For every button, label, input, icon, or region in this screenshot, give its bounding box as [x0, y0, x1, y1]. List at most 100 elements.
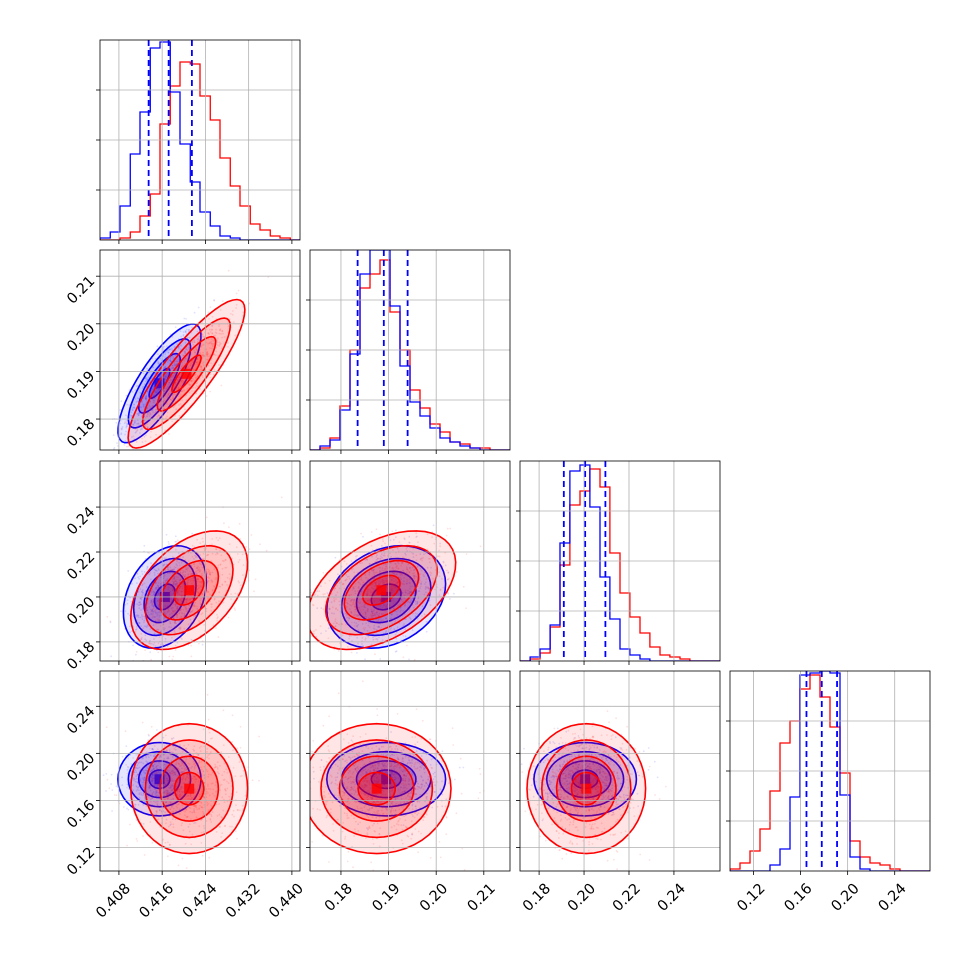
scatter-point [367, 624, 370, 627]
scatter-point [187, 623, 190, 626]
scatter-point [385, 617, 387, 620]
scatter-point [167, 791, 170, 794]
scatter-point [176, 614, 179, 617]
scatter-point [350, 634, 353, 637]
scatter-point [399, 574, 402, 577]
scatter-point [146, 423, 148, 426]
scatter-point [176, 606, 179, 609]
scatter-point [168, 394, 170, 397]
scatter-point [148, 613, 151, 616]
scatter-point [151, 609, 154, 612]
scatter-point [328, 579, 331, 582]
scatter-point [357, 581, 360, 584]
scatter-point [155, 582, 157, 585]
scatter-point [416, 601, 419, 603]
scatter-point [345, 563, 348, 565]
scatter-point [149, 770, 152, 773]
scatter-point [197, 565, 200, 568]
scatter-point [167, 588, 170, 591]
scatter-point [350, 568, 353, 571]
scatter-point [157, 360, 160, 363]
scatter-point [172, 358, 174, 360]
scatter-point [181, 399, 184, 402]
scatter-point [136, 788, 139, 791]
scatter-point [383, 580, 386, 582]
scatter-point [420, 581, 423, 583]
scatter-point [159, 625, 162, 627]
scatter-point [404, 635, 407, 638]
scatter-point [142, 785, 144, 787]
scatter-point [173, 629, 176, 632]
scatter-point [408, 591, 411, 594]
scatter-point [193, 363, 196, 366]
scatter-point [136, 767, 138, 770]
scatter-point [170, 616, 172, 619]
scatter-point [104, 498, 106, 500]
scatter-point [439, 589, 442, 592]
scatter-point [415, 592, 418, 595]
scatter-point [134, 469, 136, 471]
scatter-point [179, 390, 182, 393]
scatter-point [168, 626, 171, 628]
scatter-point [409, 566, 411, 569]
scatter-point [166, 777, 168, 780]
scatter-point [399, 572, 402, 575]
scatter-point [162, 564, 165, 567]
scatter-point [216, 617, 219, 620]
scatter-point [211, 590, 214, 592]
scatter-point [153, 763, 156, 766]
scatter-point [186, 776, 188, 778]
scatter-point [431, 536, 433, 539]
scatter-point [183, 601, 186, 604]
scatter-point [85, 459, 87, 461]
scatter-point [199, 584, 202, 587]
scatter-point [465, 553, 468, 555]
scatter-point [428, 577, 430, 580]
scatter-point [386, 580, 389, 582]
scatter-point [408, 581, 411, 584]
scatter-point [360, 578, 363, 581]
scatter-point [439, 542, 442, 545]
scatter-point [214, 578, 217, 580]
scatter-point [181, 390, 184, 393]
scatter-point [151, 398, 154, 401]
scatter-point [220, 384, 223, 387]
scatter-point [174, 345, 177, 348]
y-tick-label-1: 0.20 [64, 594, 98, 628]
scatter-point [155, 791, 158, 793]
scatter-point [123, 458, 125, 460]
scatter-point [150, 600, 153, 602]
scatter-point [156, 791, 159, 794]
scatter-point [390, 613, 393, 616]
scatter-point [133, 406, 135, 408]
scatter-point [380, 599, 382, 601]
scatter-point [171, 789, 174, 792]
y-tick-label-3: 0.21 [64, 273, 98, 307]
scatter-point [407, 563, 410, 566]
scatter-point [381, 538, 384, 540]
scatter-point [184, 560, 187, 563]
scatter-point [197, 339, 200, 342]
scatter-point [191, 367, 194, 370]
scatter-point [395, 637, 398, 640]
scatter-point [439, 588, 442, 591]
scatter-point [226, 584, 228, 586]
scatter-point [183, 350, 186, 353]
scatter-point [167, 383, 170, 386]
scatter-point [141, 437, 144, 440]
scatter-point [423, 613, 426, 615]
scatter-point [163, 394, 166, 397]
scatter-point [196, 363, 199, 366]
scatter-point [189, 626, 191, 629]
scatter-point [146, 426, 149, 429]
scatter-point [168, 610, 171, 613]
scatter-point [367, 578, 370, 580]
scatter-point [156, 375, 159, 377]
scatter-point [203, 336, 206, 338]
scatter-point [154, 610, 157, 612]
scatter-point [426, 586, 429, 588]
scatter-point [376, 560, 379, 563]
scatter-point [327, 637, 330, 639]
scatter-point [159, 766, 162, 769]
scatter-point [189, 618, 192, 621]
